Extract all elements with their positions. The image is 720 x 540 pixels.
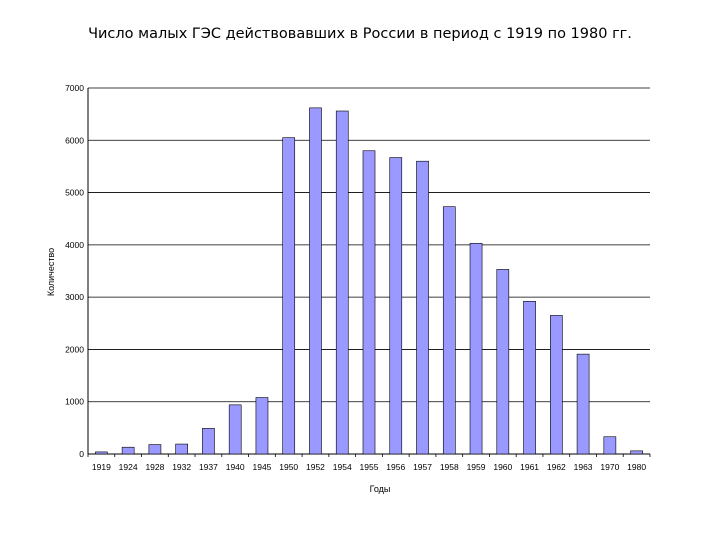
bar <box>148 444 162 455</box>
y-tick-label: 3000 <box>65 292 84 302</box>
x-tick-label: 1980 <box>627 462 646 472</box>
bar <box>255 397 269 455</box>
y-tick-label: 1000 <box>65 397 84 407</box>
bar <box>309 107 322 455</box>
bar <box>228 404 242 455</box>
x-tick-label: 1919 <box>92 462 111 472</box>
bar <box>603 436 617 455</box>
x-tick-label: 1950 <box>279 462 298 472</box>
x-tick-label: 1940 <box>226 462 245 472</box>
bar <box>389 157 403 455</box>
bar <box>335 110 349 455</box>
bar <box>442 206 456 455</box>
bar <box>282 137 296 455</box>
x-tick-label: 1957 <box>413 462 432 472</box>
bar <box>362 150 376 455</box>
bar <box>416 160 429 455</box>
x-axis-label: Годы <box>370 484 391 494</box>
x-tick-label: 1945 <box>252 462 271 472</box>
bar <box>469 242 483 455</box>
bar <box>95 451 108 455</box>
x-tick-label: 1955 <box>360 462 379 472</box>
x-tick-labels: 1919 1924 1928 1932 1937 1940 1945 1950 1952 1954… <box>92 462 646 472</box>
bar <box>550 315 563 455</box>
bar <box>202 428 215 455</box>
x-tick-label: 1970 <box>600 462 619 472</box>
bars <box>95 107 643 455</box>
y-tick-labels: 0 1000 2000 3000 4000 5000 6000 7000 <box>65 83 84 459</box>
x-tick-label: 1924 <box>119 462 138 472</box>
y-tick-label: 6000 <box>65 135 84 145</box>
bar <box>496 269 510 455</box>
y-axis-label: Количество <box>46 248 56 296</box>
y-tick-label: 0 <box>79 449 84 459</box>
chart-title: Число малых ГЭС действовавших в России в… <box>88 26 632 42</box>
bar <box>630 450 643 455</box>
x-tick-label: 1928 <box>145 462 164 472</box>
x-tick-label: 1958 <box>440 462 459 472</box>
x-tick-label: 1962 <box>547 462 566 472</box>
y-tick-label: 4000 <box>65 240 84 250</box>
x-tick-label: 1956 <box>386 462 405 472</box>
x-tick-label: 1952 <box>306 462 325 472</box>
x-tick-label: 1959 <box>467 462 486 472</box>
x-tick-label: 1960 <box>493 462 512 472</box>
x-tick-label: 1963 <box>574 462 593 472</box>
x-tick-label: 1937 <box>199 462 218 472</box>
bar <box>175 443 188 455</box>
bar <box>576 353 590 455</box>
y-tick-label: 5000 <box>65 188 84 198</box>
y-tick-label: 7000 <box>65 83 84 93</box>
x-tick-label: 1961 <box>520 462 539 472</box>
y-tick-label: 2000 <box>65 344 84 354</box>
x-tick-label: 1932 <box>172 462 191 472</box>
bar <box>523 301 536 455</box>
x-tick-label: 1954 <box>333 462 352 472</box>
bar <box>121 446 135 455</box>
